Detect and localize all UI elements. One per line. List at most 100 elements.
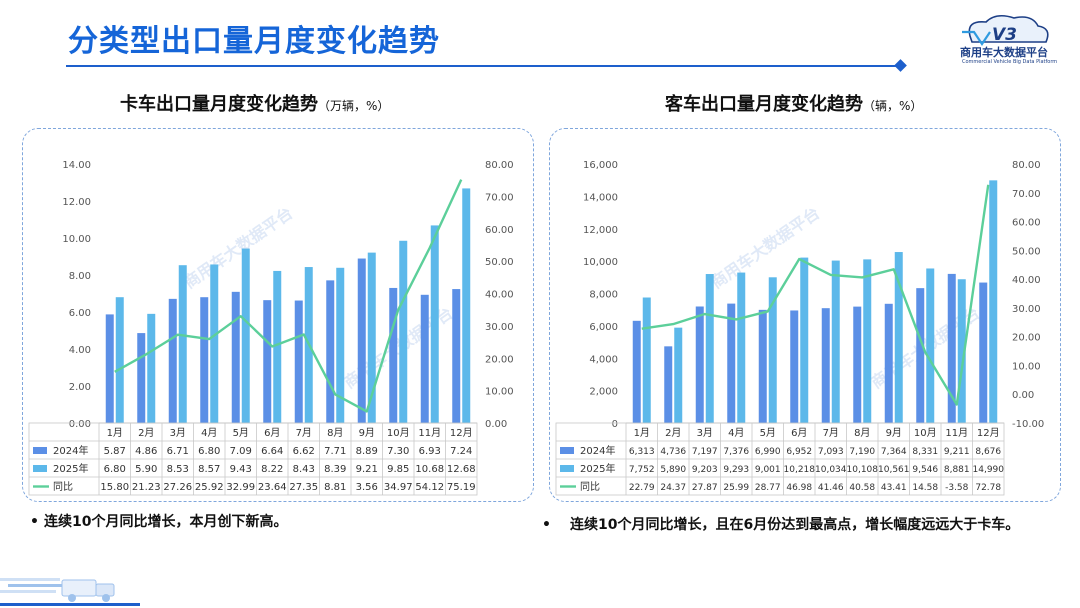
x-tick-label: 1月 bbox=[634, 427, 650, 439]
yoy-line bbox=[641, 184, 990, 406]
y-left-tick-label: 0.00 bbox=[69, 419, 91, 430]
y-left-tick-label: 16,000 bbox=[583, 160, 618, 171]
truck-decoration-icon bbox=[0, 578, 140, 606]
legend-swatch-2024 bbox=[33, 447, 47, 454]
data-label: 8,676 bbox=[975, 447, 1001, 457]
bar-2024 bbox=[664, 346, 673, 423]
bar-2024 bbox=[979, 282, 988, 423]
data-label: 28.77 bbox=[755, 483, 781, 493]
x-tick-label: 8月 bbox=[327, 427, 343, 439]
x-tick-label: 5月 bbox=[760, 427, 776, 439]
data-label: 34.97 bbox=[384, 482, 413, 493]
bar-2024 bbox=[790, 310, 799, 423]
bar-2025 bbox=[430, 225, 439, 423]
data-label: 8.39 bbox=[324, 464, 346, 475]
brand-name-en: Commercial Vehicle Big Data Platform bbox=[962, 59, 1058, 65]
data-label: 41.46 bbox=[818, 483, 844, 493]
data-label: 22.79 bbox=[629, 483, 655, 493]
x-tick-label: 9月 bbox=[359, 427, 375, 439]
data-label: 72.78 bbox=[975, 483, 1001, 493]
x-tick-label: 5月 bbox=[233, 427, 249, 439]
y-left-tick-label: 14.00 bbox=[62, 160, 91, 171]
bar-2024 bbox=[727, 303, 736, 423]
data-label: 8.53 bbox=[167, 464, 189, 475]
x-tick-label: 9月 bbox=[886, 427, 902, 439]
legend-label: 同比 bbox=[580, 481, 600, 493]
legend-swatch-2025 bbox=[560, 465, 574, 472]
data-label: 6,952 bbox=[786, 447, 812, 457]
y-right-tick-label: 10.00 bbox=[485, 387, 514, 398]
data-label: 7.71 bbox=[324, 446, 346, 457]
bar-2025 bbox=[674, 327, 683, 423]
x-tick-label: 10月 bbox=[914, 427, 937, 439]
x-tick-label: 12月 bbox=[977, 427, 1000, 439]
data-label: 5.90 bbox=[135, 464, 157, 475]
y-right-tick-label: 0.00 bbox=[485, 419, 507, 430]
data-label: 7,376 bbox=[723, 447, 749, 457]
bar-2025 bbox=[705, 274, 714, 423]
x-tick-label: 10月 bbox=[387, 427, 410, 439]
y-right-tick-label: -10.00 bbox=[1012, 419, 1044, 430]
legend-label: 2024年 bbox=[580, 444, 615, 457]
bar-2025 bbox=[989, 180, 998, 423]
bus-note: • 连续10个月同比增长，且在6月份达到最高点，增长幅度远远大于卡车。 bbox=[542, 517, 1020, 533]
bar-2024 bbox=[916, 288, 925, 423]
bar-2025 bbox=[462, 188, 471, 423]
data-label: 9,211 bbox=[944, 447, 970, 457]
x-tick-label: 4月 bbox=[728, 427, 744, 439]
bar-2025 bbox=[926, 268, 935, 423]
bus-chart: 商用车大数据平台商用车大数据平台02,0004,0006,0008,00010,… bbox=[555, 160, 1044, 496]
y-left-tick-label: 8,000 bbox=[589, 290, 618, 301]
data-label: 27.26 bbox=[163, 482, 192, 493]
bar-2025 bbox=[399, 240, 408, 423]
y-left-tick-label: 12,000 bbox=[583, 225, 618, 236]
data-label: 75.19 bbox=[447, 482, 476, 493]
bar-2024 bbox=[947, 273, 956, 423]
y-left-tick-label: 4.00 bbox=[69, 345, 91, 356]
y-left-tick-label: 2,000 bbox=[589, 387, 618, 398]
data-label: 27.35 bbox=[289, 482, 318, 493]
y-right-tick-label: 50.00 bbox=[485, 257, 514, 268]
bar-2024 bbox=[632, 320, 641, 423]
yoy-line bbox=[114, 179, 463, 413]
brand-logo-icon: V3 bbox=[962, 14, 1049, 46]
bus-chart-title: 客车出口量月度变化趋势（辆，%） bbox=[665, 94, 923, 115]
y-left-tick-label: 10,000 bbox=[583, 257, 618, 268]
bar-2024 bbox=[758, 309, 767, 423]
bar-2025 bbox=[642, 297, 651, 423]
truck-chart-title: 卡车出口量月度变化趋势（万辆，%） bbox=[120, 94, 390, 115]
data-label: 6.64 bbox=[261, 446, 283, 457]
truck-chart-unit: （万辆，%） bbox=[318, 99, 390, 113]
data-label: 21.23 bbox=[132, 482, 161, 493]
legend-label: 2024年 bbox=[53, 444, 88, 457]
data-label: 9.85 bbox=[387, 464, 409, 475]
y-left-tick-label: 14,000 bbox=[583, 192, 618, 203]
y-right-tick-label: 0.00 bbox=[1012, 390, 1034, 401]
bar-2025 bbox=[894, 252, 903, 423]
data-label: 6.62 bbox=[293, 446, 315, 457]
bar-2025 bbox=[957, 279, 966, 423]
data-label: 7,364 bbox=[881, 447, 907, 457]
data-label: 8.81 bbox=[324, 482, 346, 493]
x-tick-label: 3月 bbox=[697, 427, 713, 439]
x-tick-label: 11月 bbox=[418, 427, 441, 439]
y-right-tick-label: 50.00 bbox=[1012, 246, 1041, 257]
data-label: 6,313 bbox=[629, 447, 655, 457]
x-tick-label: 2月 bbox=[138, 427, 154, 439]
bar-2025 bbox=[367, 252, 376, 423]
data-label: 12.68 bbox=[447, 464, 476, 475]
y-left-tick-label: 12.00 bbox=[62, 197, 91, 208]
y-right-tick-label: 80.00 bbox=[485, 160, 514, 171]
y-left-tick-label: 6.00 bbox=[69, 308, 91, 319]
bar-2024 bbox=[294, 300, 303, 423]
data-label: 6.93 bbox=[419, 446, 441, 457]
y-left-tick-label: 10.00 bbox=[62, 234, 91, 245]
x-tick-label: 7月 bbox=[296, 427, 312, 439]
legend-swatch-2024 bbox=[560, 447, 574, 454]
data-label: 8.57 bbox=[198, 464, 220, 475]
y-right-tick-label: 30.00 bbox=[485, 322, 514, 333]
data-label: 3.56 bbox=[356, 482, 378, 493]
bar-2025 bbox=[178, 265, 187, 423]
x-tick-label: 3月 bbox=[170, 427, 186, 439]
bar-2025 bbox=[831, 260, 840, 423]
